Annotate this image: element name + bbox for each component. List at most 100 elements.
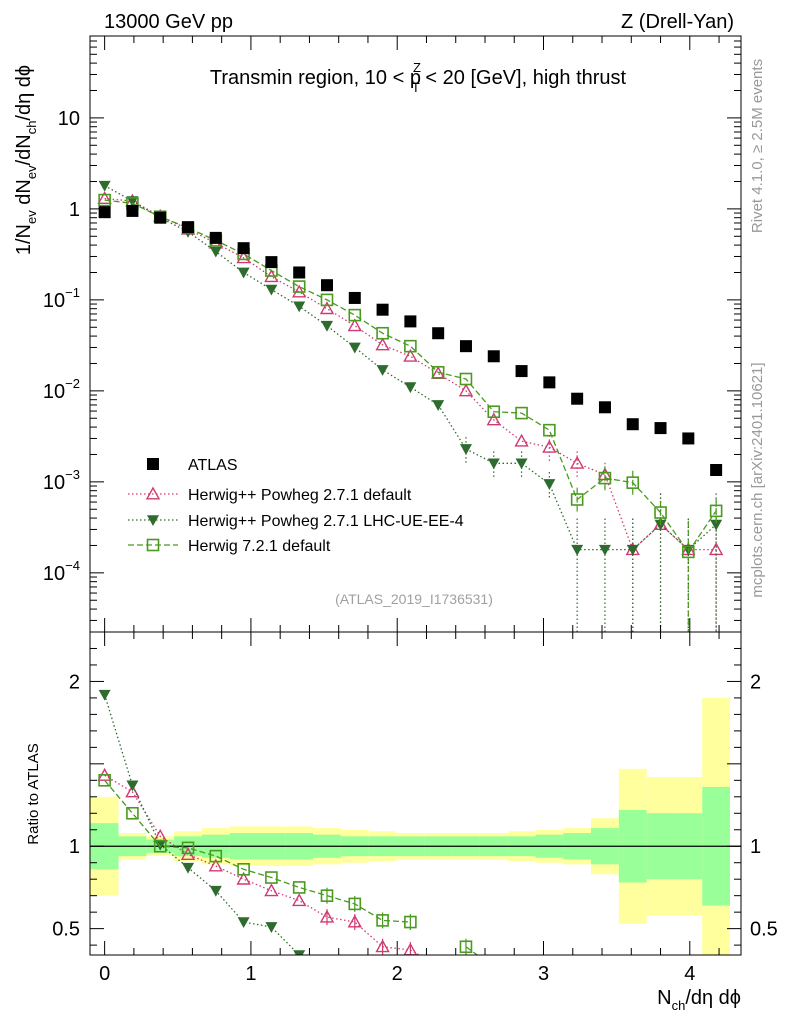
- data-point: [348, 897, 362, 911]
- header-right: Z (Drell-Yan): [621, 11, 734, 33]
- data-point: [571, 544, 584, 556]
- data-point: [293, 950, 306, 955]
- y-tick-exp: −3: [65, 467, 80, 482]
- title-part-1: Transmin region, 10 < p: [210, 67, 421, 89]
- data-point: [154, 211, 167, 224]
- ratio-tick-label-right: 2: [750, 671, 761, 693]
- data-point: [375, 337, 390, 351]
- xlabel-2: ch: [672, 998, 686, 1013]
- data-point: [626, 476, 640, 489]
- data-point: [348, 291, 361, 304]
- data-point: [376, 326, 389, 340]
- data-point: [98, 206, 111, 219]
- data-point: [654, 506, 667, 519]
- data-point: [320, 889, 334, 902]
- data-point: [320, 293, 334, 307]
- data-point: [147, 515, 159, 526]
- data-point: [626, 418, 639, 431]
- data-point: [432, 400, 445, 411]
- y-tick-base: 10: [43, 563, 65, 585]
- data-point: [598, 401, 611, 414]
- data-point: [682, 432, 695, 445]
- ylabel-5: /dN: [13, 134, 35, 165]
- data-point: [347, 318, 362, 332]
- legend-label: Herwig++ Powheg 2.7.1 default: [188, 487, 412, 504]
- y-tick-exp: −4: [65, 558, 80, 573]
- data-point: [292, 881, 306, 894]
- data-point: [459, 940, 473, 954]
- y-tick-label: 10−1: [43, 285, 80, 312]
- y-tick-base: 10: [43, 290, 65, 312]
- data-point: [209, 849, 223, 863]
- y-axis-label: 1/Nev dNev/dNch/dη dϕ: [13, 65, 39, 255]
- data-point: [125, 784, 140, 798]
- data-point: [292, 280, 306, 293]
- data-point: [265, 922, 278, 933]
- ylabel-2: ev: [24, 210, 39, 224]
- data-point: [376, 914, 389, 927]
- ratio-tick-label-left: 2: [69, 671, 80, 693]
- y-tick-base: 10: [43, 381, 65, 403]
- ratio-panel: 0 1 2 3 4 0.5 0.5 1 1 2 2: [52, 631, 778, 985]
- data-point: [654, 519, 667, 531]
- data-point: [147, 458, 159, 470]
- data-point: [320, 320, 333, 332]
- ratio-y-label: Ratio to ATLAS: [25, 743, 42, 844]
- data-point: [570, 493, 584, 506]
- xlabel-3: /dη dϕ: [685, 987, 741, 1009]
- data-point: [209, 885, 222, 897]
- data-point: [404, 315, 417, 328]
- data-point: [98, 180, 111, 192]
- data-point: [209, 231, 222, 244]
- y-tick-label: 10−2: [43, 376, 80, 403]
- y-tick-exp: −1: [65, 285, 80, 300]
- data-point: [98, 193, 111, 207]
- data-point: [654, 422, 667, 435]
- data-point: [458, 383, 474, 397]
- data-point: [403, 348, 418, 362]
- legend-label: Herwig 7.2.1 default: [188, 538, 331, 555]
- x-axis-label: Nch/dη dϕ: [657, 987, 741, 1013]
- data-point: [208, 858, 224, 872]
- chart-title: Transmin region, 10 < pZ T < 20 [GeV], hi…: [210, 60, 627, 95]
- data-point: [319, 301, 335, 315]
- data-point: [376, 365, 389, 376]
- legend-label: Herwig++ Powheg 2.7.1 LHC-UE-EE-4: [188, 513, 464, 530]
- data-point: [542, 439, 557, 453]
- data-point: [515, 458, 528, 470]
- data-point: [431, 365, 445, 379]
- data-point: [404, 382, 417, 394]
- data-point: [237, 863, 250, 876]
- data-point: [237, 917, 250, 929]
- y-tick-exp: −2: [65, 376, 80, 391]
- data-point: [126, 780, 139, 792]
- data-point: [293, 266, 306, 279]
- ylabel-1: 1/N: [13, 224, 35, 255]
- title-sub: T: [412, 80, 420, 95]
- data-point: [487, 350, 500, 363]
- legend: ATLAS Herwig++ Powheg 2.7.1 default Herwig…: [128, 457, 464, 555]
- data-point: [182, 862, 195, 874]
- data-point: [432, 327, 445, 340]
- data-point: [126, 196, 139, 208]
- data-point: [265, 256, 278, 269]
- data-point: [709, 504, 723, 518]
- data-point: [181, 841, 195, 855]
- data-point: [459, 444, 472, 455]
- data-point: [264, 883, 279, 897]
- x-tick-label: 1: [245, 963, 256, 985]
- mcplots-label: mcplots.cern.ch [arXiv:2401.10621]: [749, 362, 766, 597]
- ratio-line-tail: [299, 954, 302, 955]
- data-point: [514, 433, 529, 447]
- ylabel-7: /dη dϕ: [13, 65, 35, 121]
- data-point: [146, 538, 160, 552]
- y-tick-base: 10: [43, 472, 65, 494]
- reference-label: (ATLAS_2019_I1736531): [335, 591, 493, 607]
- ratio-tick-label-right: 0.5: [750, 919, 778, 941]
- ratio-tick-label-right: 1: [750, 836, 761, 858]
- title-part-2: < 20 [GeV], high thrust: [420, 67, 627, 89]
- data-point: [404, 339, 417, 353]
- data-point: [348, 308, 362, 322]
- data-point: [487, 405, 501, 419]
- data-point: [98, 774, 111, 787]
